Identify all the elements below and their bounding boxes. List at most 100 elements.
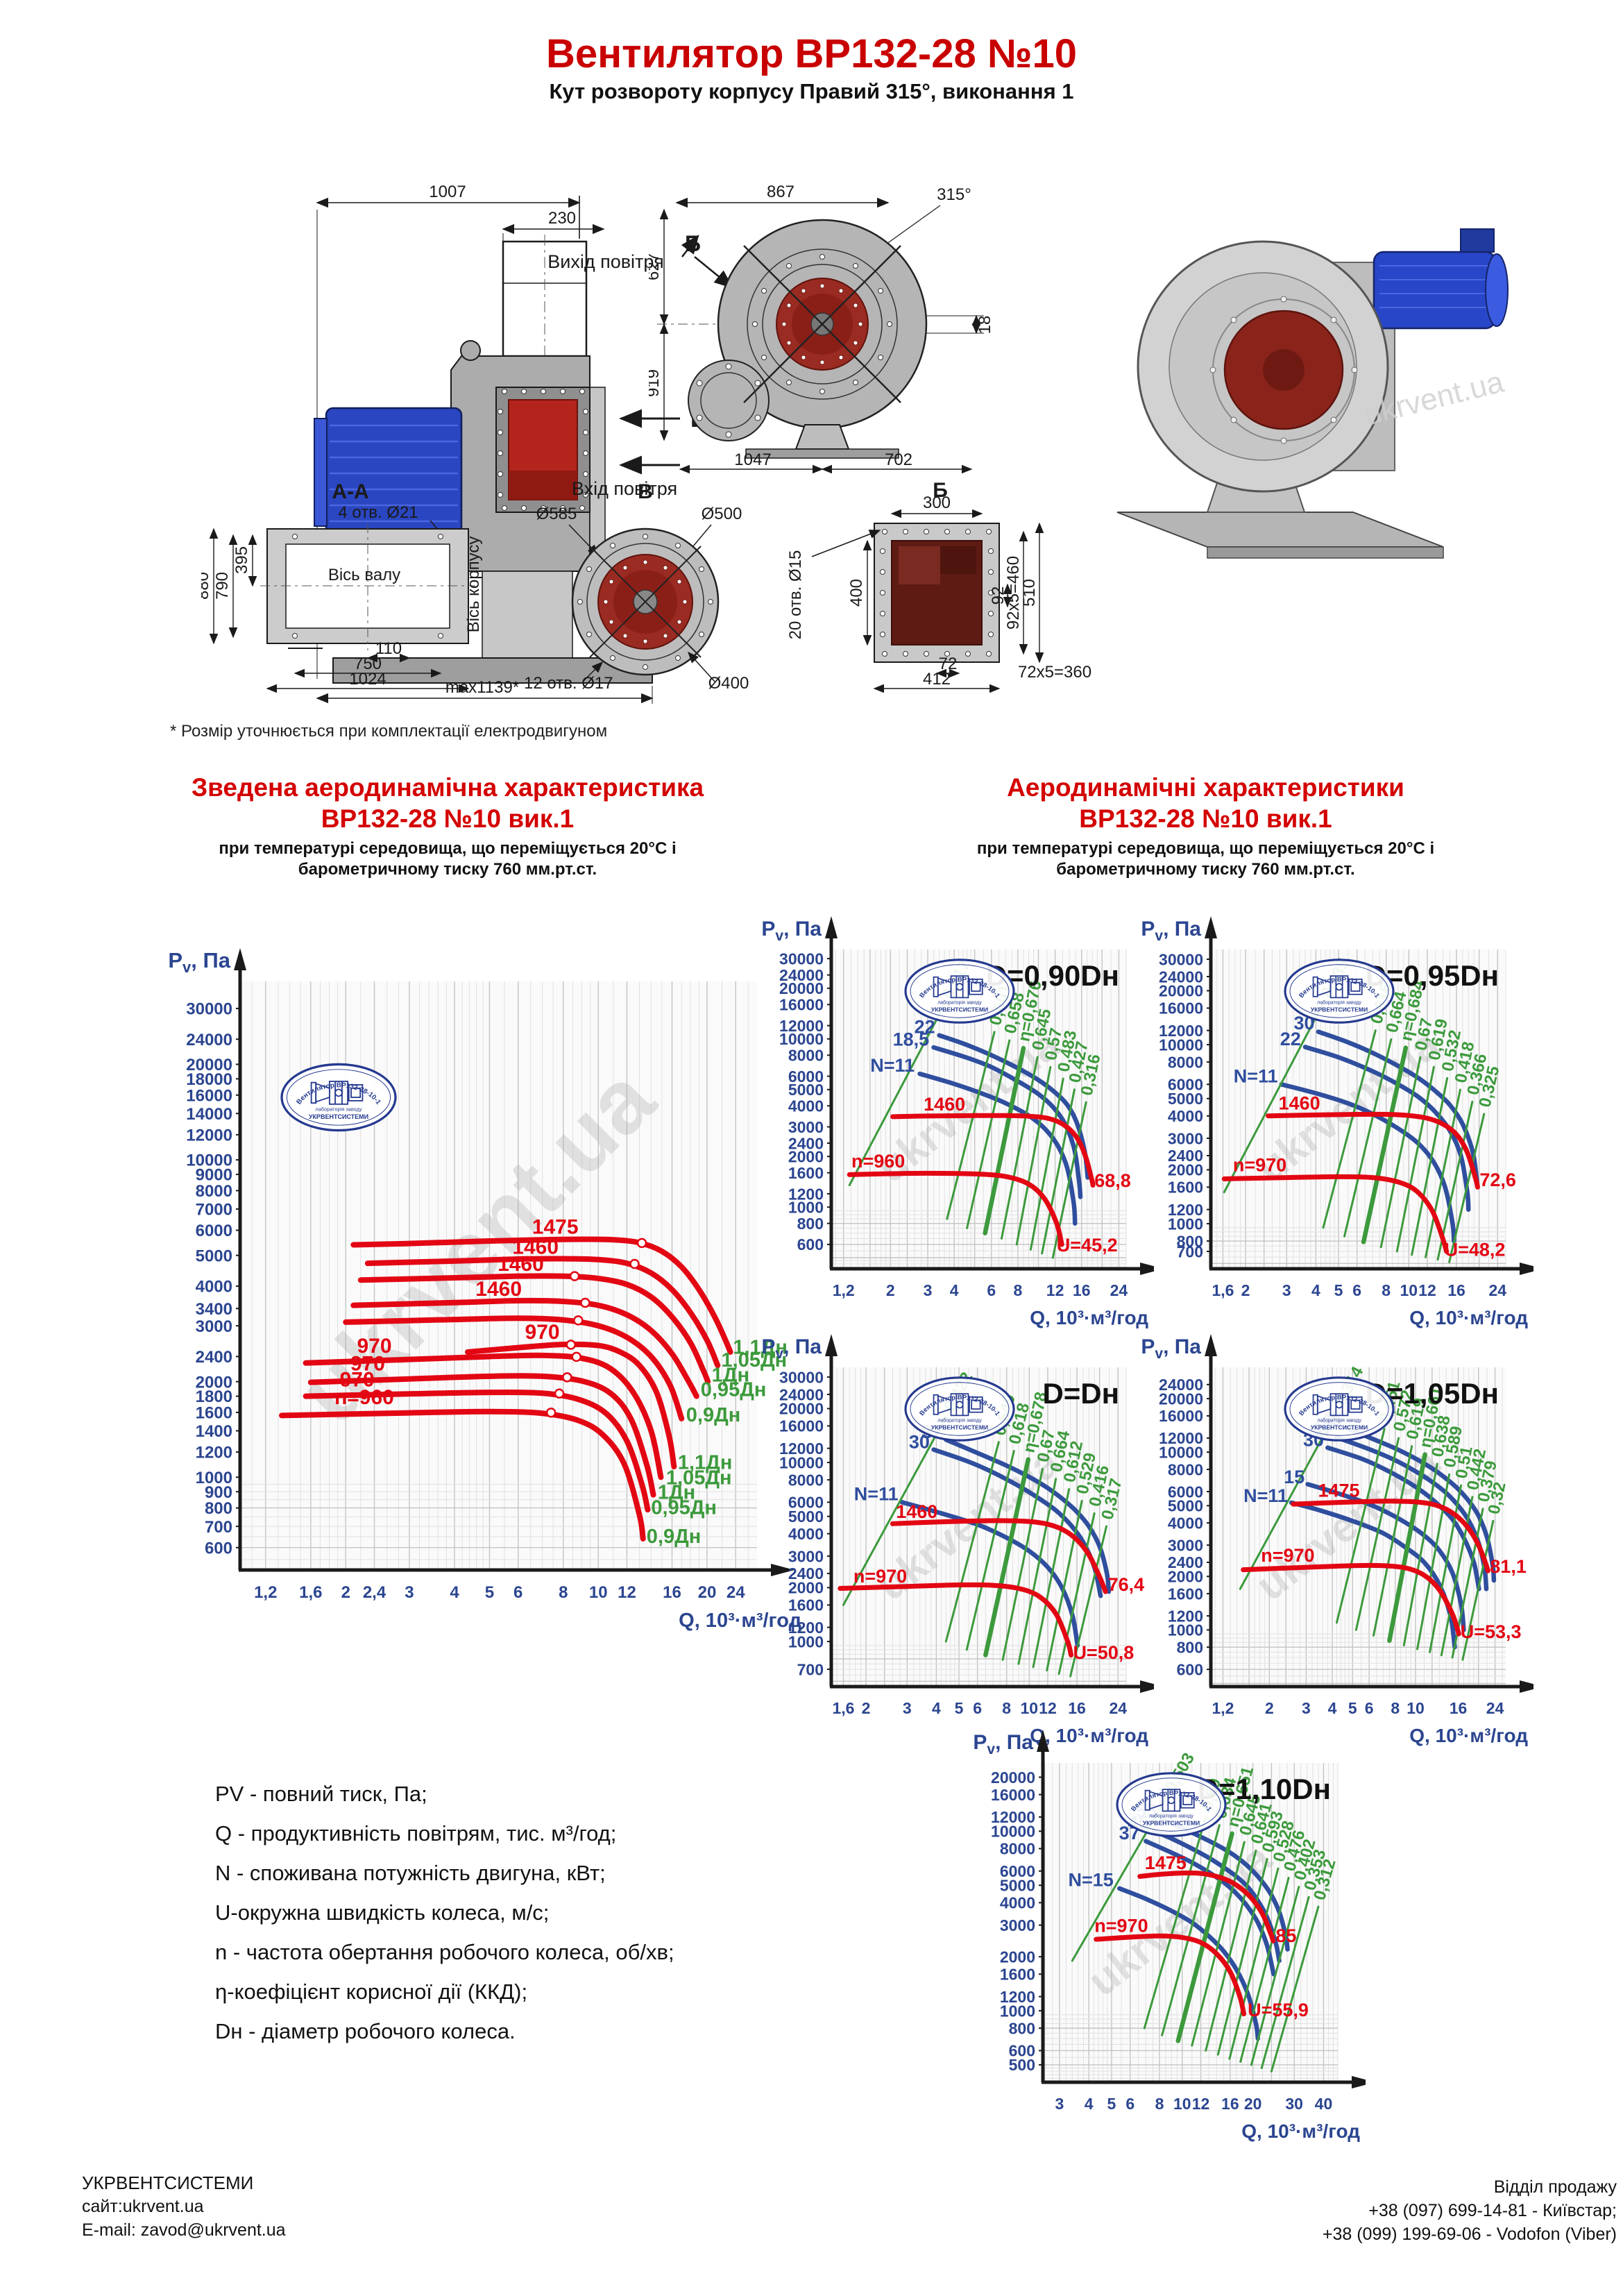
drawing-section-aa: А-А 4 отв. Ø21 Вісь валу Вісь корпусу 88…: [201, 480, 483, 693]
svg-text:12000: 12000: [1159, 1022, 1203, 1040]
dim-1047: 1047: [734, 450, 771, 469]
svg-text:Pv, Па: Pv, Па: [761, 918, 822, 944]
dim-880: 880: [201, 572, 212, 600]
svg-text:85: 85: [1275, 1925, 1296, 1946]
dim-919: 919: [649, 369, 663, 397]
left-section-title2: ВР132-28 №10 вик.1: [321, 804, 575, 833]
axis-body-label: Вісь корпусу: [464, 537, 483, 633]
svg-text:1000: 1000: [788, 1198, 824, 1216]
svg-text:24000: 24000: [1159, 968, 1203, 986]
dim-230: 230: [548, 209, 576, 228]
svg-text:8: 8: [559, 1583, 568, 1602]
svg-text:1,6: 1,6: [1212, 1281, 1234, 1299]
svg-text:1000: 1000: [1168, 1621, 1203, 1639]
svg-text:12000: 12000: [779, 1440, 824, 1458]
svg-text:6: 6: [1352, 1281, 1361, 1299]
section-aa-title: А-А: [332, 480, 368, 503]
svg-text:22: 22: [915, 1017, 935, 1038]
footer-phone-2[interactable]: +38 (099) 199-69-06 - Vodofon (Viber): [1322, 2225, 1617, 2244]
svg-text:8: 8: [1155, 2095, 1164, 2113]
svg-text:2: 2: [862, 1699, 871, 1717]
dim-750: 750: [354, 655, 382, 673]
svg-text:10000: 10000: [779, 1030, 824, 1048]
footer-site[interactable]: сайт:ukrvent.ua: [82, 2197, 204, 2216]
svg-text:1200: 1200: [1168, 1201, 1203, 1219]
svg-text:1460: 1460: [512, 1235, 559, 1258]
svg-text:20000: 20000: [186, 1056, 232, 1074]
svg-text:УКРВЕНТСИСТЕМИ: УКРВЕНТСИСТЕМИ: [931, 1424, 988, 1431]
svg-text:600: 600: [205, 1539, 232, 1558]
right-section-sub2: барометричному тиску 760 мм.рт.ст.: [1056, 860, 1355, 879]
svg-text:20000: 20000: [1159, 1390, 1203, 1408]
svg-text:9000: 9000: [196, 1166, 232, 1185]
svg-text:5000: 5000: [788, 1508, 824, 1526]
svg-text:22: 22: [1280, 1029, 1301, 1049]
footer-email[interactable]: E-mail: zavod@ukrvent.ua: [82, 2220, 286, 2240]
drawing-view-be: Б 300 20 отв. Ø15 400 92 92х5=460 510 72…: [786, 480, 1091, 693]
footer-phone-1[interactable]: +38 (097) 699-14-81 - Київстар;: [1368, 2201, 1617, 2220]
page-subtitle: Кут розвороту корпусу Правий 315°, викон…: [549, 79, 1074, 103]
svg-text:20000: 20000: [991, 1769, 1035, 1787]
left-section-title1: Зведена аеродинамічна характеристика: [191, 773, 704, 802]
svg-text:4000: 4000: [1168, 1107, 1203, 1125]
svg-text:U=55,9: U=55,9: [1248, 2000, 1309, 2020]
left-section-header: Зведена аеродинамічна характеристика ВР1…: [104, 772, 791, 880]
svg-text:1200: 1200: [788, 1619, 824, 1637]
svg-text:3: 3: [1055, 2095, 1064, 2113]
svg-text:20: 20: [698, 1583, 717, 1602]
svg-text:3000: 3000: [788, 1118, 824, 1136]
svg-text:16: 16: [1447, 1281, 1465, 1299]
svg-text:700: 700: [205, 1518, 232, 1537]
svg-text:2000: 2000: [1168, 1568, 1203, 1586]
svg-text:10: 10: [589, 1583, 608, 1602]
drawing-front-view: ukrvent.ua 867 315° Б 627 919: [649, 183, 994, 474]
chart-d-0-95: ukrvent.ua 30000 24000 20000 16000 12000 10000…: [1135, 909, 1543, 1340]
view-be-mark: Б: [685, 231, 701, 256]
footer-company-block: УКРВЕНТСИСТЕМИ сайт:ukrvent.ua E-mail: z…: [82, 2171, 286, 2242]
svg-text:2400: 2400: [196, 1348, 232, 1367]
view-be-title: Б: [933, 480, 948, 502]
svg-text:72,6: 72,6: [1479, 1170, 1516, 1190]
svg-text:3: 3: [1282, 1281, 1291, 1299]
svg-text:1,2: 1,2: [833, 1281, 855, 1299]
dim-12otv17: 12 отв. Ø17: [524, 674, 613, 693]
svg-text:16000: 16000: [1159, 999, 1203, 1018]
svg-text:5000: 5000: [1168, 1090, 1203, 1108]
right-section-title1: Аеродинамічні характеристики: [1007, 773, 1404, 802]
svg-text:3000: 3000: [1168, 1129, 1203, 1147]
svg-text:30000: 30000: [186, 1000, 232, 1019]
svg-text:8000: 8000: [1168, 1460, 1203, 1478]
svg-text:1460: 1460: [475, 1278, 522, 1301]
svg-text:16: 16: [663, 1583, 681, 1602]
svg-text:6: 6: [1125, 2095, 1135, 2113]
svg-text:8: 8: [1391, 1699, 1400, 1717]
svg-text:3: 3: [1302, 1699, 1311, 1717]
svg-text:6000: 6000: [1168, 1483, 1203, 1501]
footer-company: УКРВЕНТСИСТЕМИ: [82, 2172, 254, 2193]
drawing-3d-view: ukrvent.ua: [1116, 228, 1509, 559]
svg-text:10000: 10000: [1159, 1036, 1203, 1054]
svg-text:8000: 8000: [788, 1471, 824, 1489]
svg-text:900: 900: [205, 1483, 232, 1502]
svg-text:4: 4: [950, 1281, 959, 1299]
svg-text:12: 12: [1418, 1281, 1436, 1299]
dim-400: Ø400: [708, 674, 749, 693]
svg-text:лабораторія заводу: лабораторія заводу: [1317, 1418, 1361, 1424]
footer-sales-block: Відділ продажу +38 (097) 699-14-81 - Киї…: [923, 2175, 1617, 2246]
svg-text:1600: 1600: [1168, 1179, 1203, 1197]
svg-text:10000: 10000: [186, 1151, 232, 1170]
dim-1024: 1024: [349, 670, 386, 689]
svg-text:5: 5: [485, 1583, 494, 1602]
svg-text:24: 24: [1489, 1281, 1507, 1299]
svg-text:1,6: 1,6: [299, 1583, 322, 1602]
svg-text:Pv, Па: Pv, Па: [761, 1335, 822, 1362]
svg-text:2400: 2400: [1168, 1147, 1203, 1165]
svg-text:6: 6: [1365, 1699, 1374, 1717]
svg-text:Q, 10³·м³/год: Q, 10³·м³/год: [679, 1610, 801, 1632]
svg-text:16000: 16000: [186, 1086, 232, 1105]
svg-text:2: 2: [1241, 1281, 1250, 1299]
svg-text:6000: 6000: [788, 1494, 824, 1512]
